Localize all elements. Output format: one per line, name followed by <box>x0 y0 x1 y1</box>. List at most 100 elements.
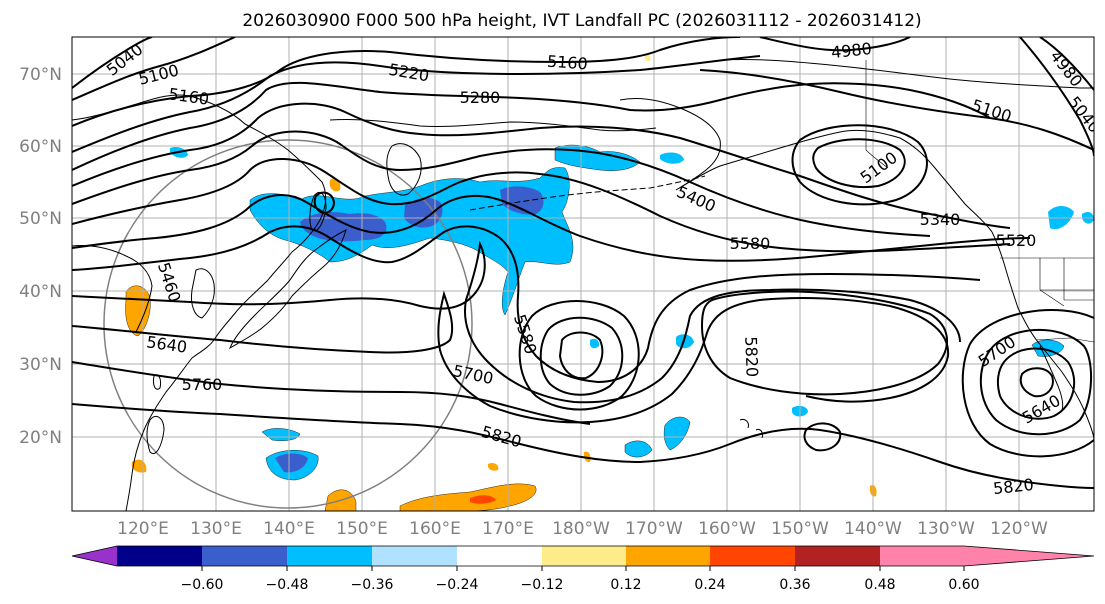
contour-low-asia-1 <box>313 191 336 214</box>
ivt-negative-core-2 <box>404 198 443 228</box>
colorbar-tick-label: 0.48 <box>864 577 895 593</box>
colorbar: −0.60 −0.48 −0.36 −0.24 −0.12 0.12 0.24 … <box>71 545 1095 593</box>
colorbar-segment <box>457 546 542 566</box>
ivt-negative-small-2 <box>660 152 684 164</box>
contour-5280 <box>72 81 991 171</box>
lon-label: 140°W <box>844 519 902 539</box>
radius-circle <box>103 139 473 509</box>
coastline-japan <box>228 229 347 350</box>
lon-label: 150°E <box>336 519 388 539</box>
border-us-states <box>1039 258 1094 307</box>
border-us-mexico <box>1035 337 1094 343</box>
contour-label: 5580 <box>730 234 771 253</box>
contour-5580 <box>72 225 981 384</box>
latitude-labels: 70°N 60°N 50°N 40°N 30°N 20°N <box>19 65 62 448</box>
lon-label: 130°W <box>917 519 975 539</box>
longitude-labels: 120°E 130°E 140°E 150°E 160°E 170°E 180°… <box>117 519 1048 539</box>
coastline-baja <box>1039 345 1064 411</box>
lon-label: 150°W <box>771 519 829 539</box>
ivt-negative-core-3 <box>500 186 544 215</box>
lon-label: 180°W <box>552 519 610 539</box>
contour-label: 5520 <box>996 231 1037 250</box>
contour-5100-mid <box>699 69 1094 151</box>
ivt-negative-central-2 <box>624 440 653 458</box>
coastline-siberia <box>329 118 657 132</box>
colorbar-tick-label: 0.12 <box>610 577 641 593</box>
contour-label: 5160 <box>546 52 588 74</box>
colorbar-segment <box>287 546 372 566</box>
ivt-negative-wpac-core <box>275 453 308 473</box>
colorbar-tick-label: 0.60 <box>948 577 979 593</box>
coastline-kamchatka <box>386 143 422 196</box>
lon-label: 160°E <box>409 519 461 539</box>
contour-low-alaska-2 <box>791 124 928 206</box>
lon-label: 120°W <box>990 519 1048 539</box>
contour-5820 <box>72 403 1094 489</box>
coastline-canada-arctic <box>719 58 1094 89</box>
colorbar-tick-label: −0.12 <box>521 577 564 593</box>
colorbar-ticks <box>201 566 965 571</box>
colorbar-tick-label: −0.36 <box>351 577 394 593</box>
ivt-positive-small-3 <box>487 462 499 471</box>
contour-5640 <box>72 240 961 404</box>
lat-label: 30°N <box>19 355 62 375</box>
colorbar-segment <box>542 546 626 566</box>
ivt-negative-central-4 <box>676 334 694 349</box>
colorbar-segment <box>117 546 202 566</box>
contour-ne-corner-2 <box>1019 37 1094 157</box>
contour-5700 <box>72 290 950 424</box>
ivt-negative-wpac <box>261 428 301 441</box>
contour-low-east-2 <box>996 347 1076 420</box>
coastline-aleutians <box>469 175 706 211</box>
coastline-sakhalin <box>309 192 327 232</box>
contour-5820-small <box>803 422 842 452</box>
contour-label: 5760 <box>182 375 223 394</box>
contour-low-east-4 <box>961 309 1094 458</box>
contour-low-alaska-1 <box>812 138 906 188</box>
contour-low-east-3 <box>979 328 1092 436</box>
height-contours <box>72 37 1094 489</box>
ivt-positive-south-core <box>470 495 496 504</box>
coastline-north-america-west <box>991 231 1094 441</box>
coastline-china-inner <box>72 245 153 333</box>
colorbar-tick-label: −0.48 <box>266 577 309 593</box>
map-background <box>72 37 1094 511</box>
lon-label: 130°E <box>190 519 242 539</box>
contour-low-east-1 <box>1019 367 1054 398</box>
coastline-alaska <box>619 97 993 233</box>
coastline-hawaii <box>739 419 763 439</box>
colorbar-outline <box>71 545 1095 567</box>
lon-label: 170°W <box>625 519 683 539</box>
lon-label: 170°E <box>482 519 534 539</box>
contour-label: 5280 <box>460 88 501 107</box>
contour-5100-north <box>72 37 236 101</box>
lat-label: 70°N <box>19 65 62 85</box>
lat-label: 50°N <box>19 209 62 229</box>
ivt-negative-central-5 <box>590 338 600 349</box>
ivt-shading <box>125 54 1094 511</box>
contour-5160-north <box>72 37 741 127</box>
colorbar-segment <box>710 546 795 566</box>
contour-label: 5340 <box>920 210 961 229</box>
colorbar-tick-label: 0.24 <box>694 577 725 593</box>
colorbar-tick-label: −0.60 <box>181 577 224 593</box>
contour-5760 <box>72 361 591 425</box>
coastline-korea <box>191 268 215 319</box>
colorbar-segment <box>372 546 457 566</box>
ivt-positive-south-2 <box>399 483 537 511</box>
lat-label: 20°N <box>19 428 62 448</box>
ivt-positive-small-6 <box>644 54 651 62</box>
contour-label: 5820 <box>992 475 1034 498</box>
ivt-negative-central <box>663 416 691 451</box>
map-area: 5040 5100 5160 5220 5160 4980 4980 5040 … <box>72 37 1094 511</box>
colorbar-segment <box>880 546 964 566</box>
contour-5820-central <box>700 290 949 396</box>
lon-label: 120°E <box>117 519 169 539</box>
contour-5220-north <box>72 55 761 153</box>
map-title: 2026030900 F000 500 hPa height, IVT Land… <box>242 11 921 31</box>
colorbar-segment <box>626 546 710 566</box>
lon-label: 160°W <box>698 519 756 539</box>
contour-ne-corner <box>1039 37 1094 91</box>
lat-label: 40°N <box>19 282 62 302</box>
